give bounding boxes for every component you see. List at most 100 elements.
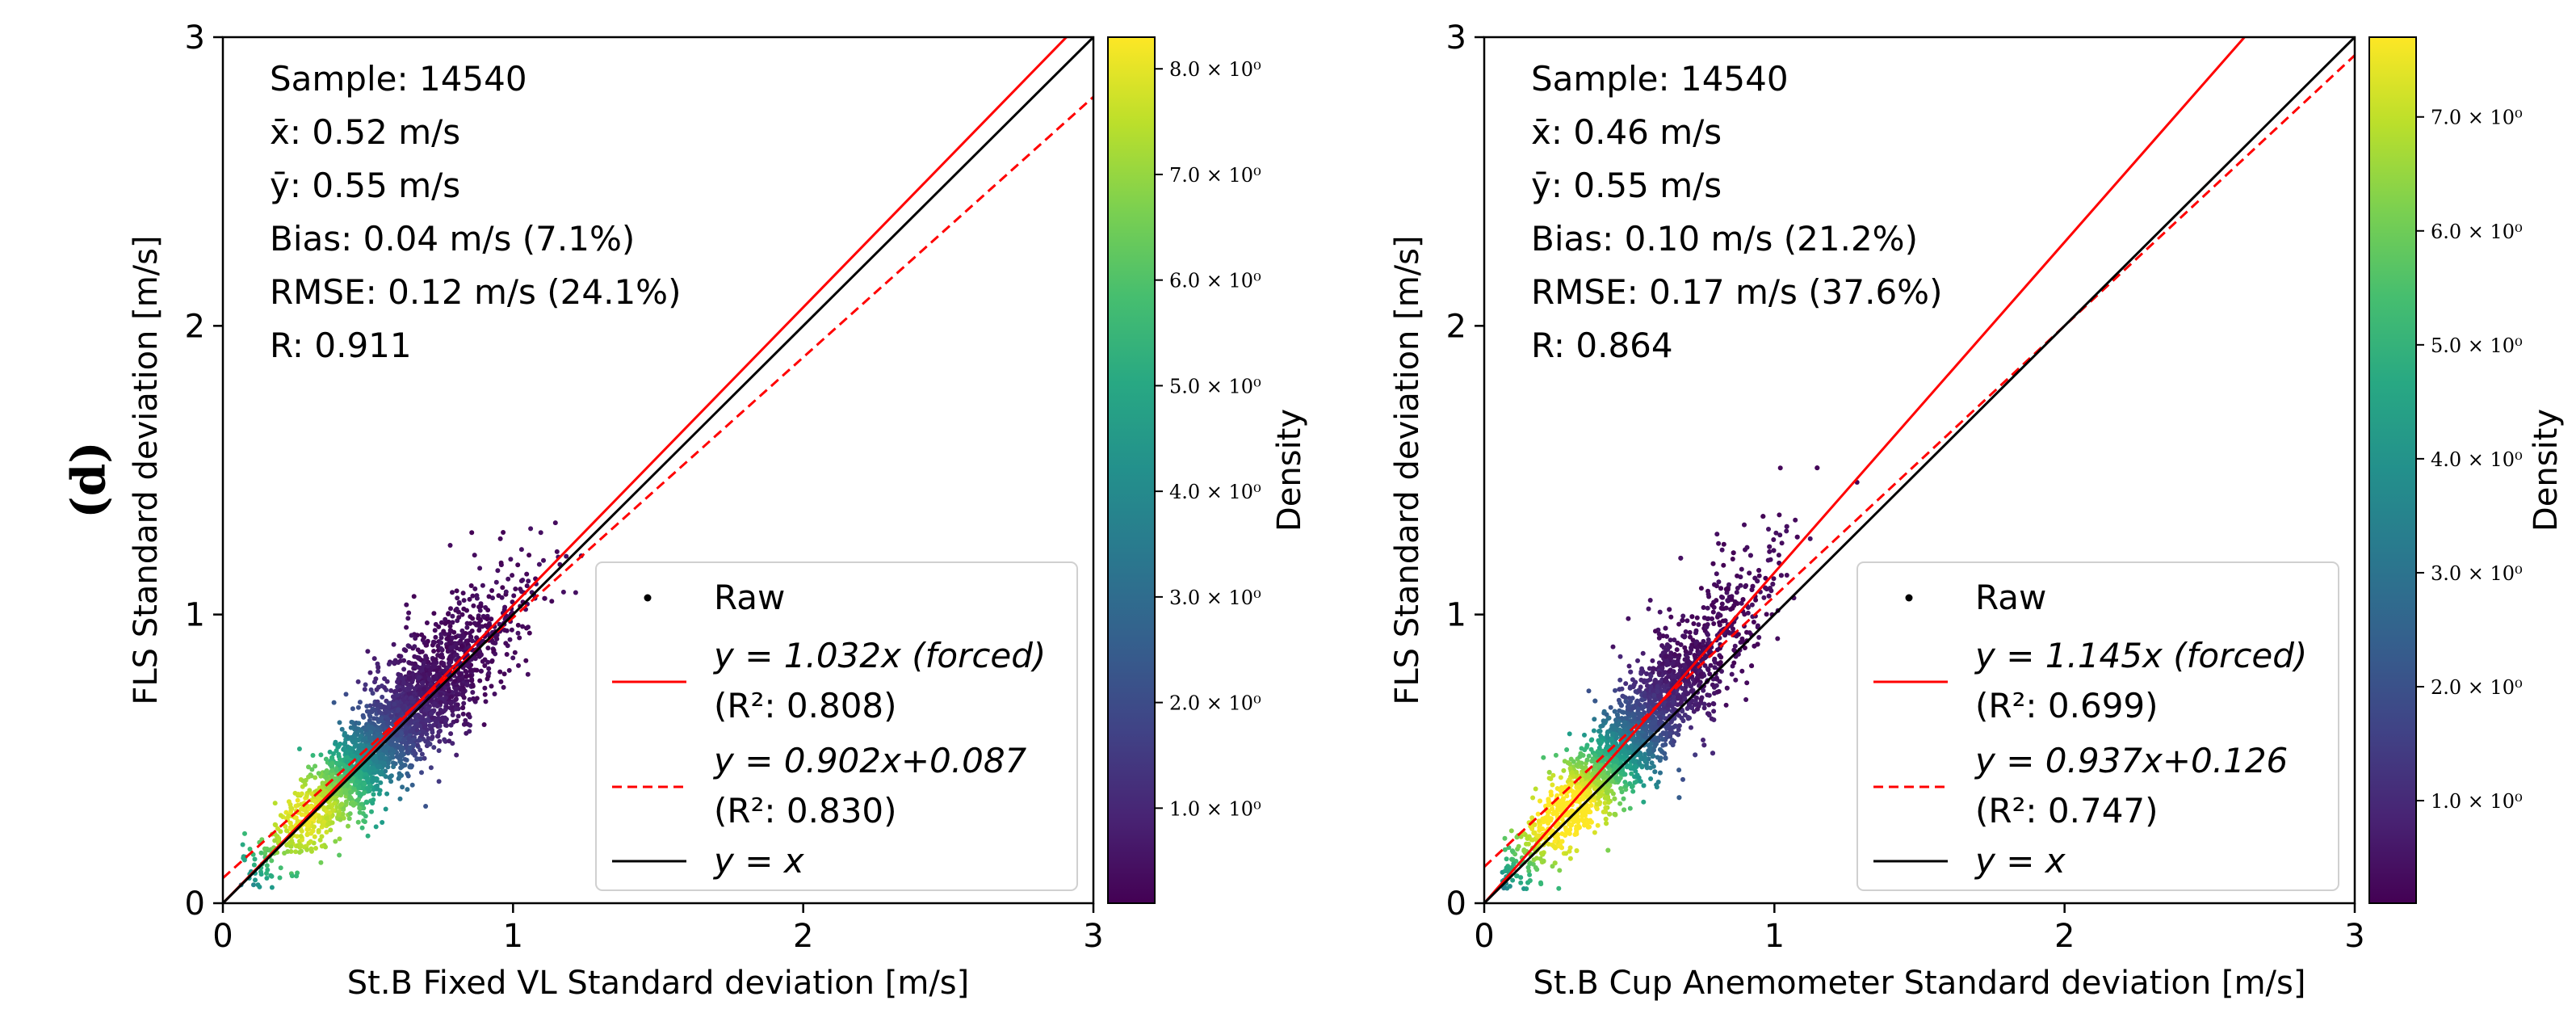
scatter-point [1734, 590, 1739, 595]
scatter-point [398, 731, 404, 736]
scatter-point [1623, 787, 1629, 793]
scatter-point [357, 809, 363, 815]
scatter-point [269, 858, 275, 864]
scatter-point [1764, 612, 1769, 617]
scatter-point [1701, 615, 1707, 620]
scatter-point [1676, 655, 1681, 661]
scatter-point [448, 700, 454, 706]
scatter-point [364, 800, 370, 805]
scatter-point [1698, 671, 1704, 677]
scatter-point [1670, 674, 1676, 679]
scatter-point [506, 576, 511, 582]
scatter-point [449, 694, 455, 700]
scatter-point [304, 809, 309, 815]
scatter-point [384, 721, 390, 726]
scatter-point [1557, 868, 1563, 873]
scatter-point [1676, 662, 1681, 667]
scatter-point [398, 765, 404, 771]
scatter-point [431, 663, 437, 669]
scatter-point [332, 801, 338, 806]
scatter-point [396, 654, 402, 658]
scatter-point [1509, 848, 1515, 854]
scatter-point [515, 630, 521, 636]
scatter-point [1623, 699, 1629, 704]
scatter-point [378, 755, 383, 761]
scatter-point [460, 711, 466, 717]
scatter-point [503, 641, 509, 646]
scatter-point [1680, 613, 1686, 619]
scatter-point [498, 679, 504, 684]
scatter-point [345, 782, 350, 788]
scatter-point [1560, 785, 1566, 791]
scatter-point [318, 752, 324, 758]
scatter-point [395, 692, 401, 698]
scatter-point [336, 751, 342, 757]
scatter-point [363, 776, 369, 781]
scatter-point [372, 754, 378, 759]
scatter-point [1668, 734, 1673, 739]
scatter-point [1721, 562, 1726, 568]
scatter-point [277, 875, 283, 881]
scatter-point [1601, 718, 1606, 724]
scatter-point [379, 769, 384, 775]
scatter-point [504, 652, 510, 657]
scatter-point [477, 678, 483, 683]
scatter-point [409, 679, 415, 685]
scatter-point [331, 751, 336, 756]
scatter-point [1627, 749, 1633, 755]
scatter-point [538, 530, 543, 536]
scatter-point [413, 661, 417, 666]
scatter-point [368, 735, 374, 741]
scatter-point [1650, 658, 1655, 663]
scatter-point [411, 742, 417, 747]
scatter-point [1676, 732, 1681, 738]
scatter-point [1705, 637, 1711, 642]
scatter-point [406, 735, 412, 741]
scatter-point [1694, 645, 1700, 650]
scatter-point [1745, 604, 1751, 610]
scatter-point [1634, 699, 1640, 704]
scatter-point [308, 830, 314, 836]
scatter-point [313, 763, 318, 769]
scatter-point [398, 751, 404, 757]
scatter-point [306, 774, 311, 780]
scatter-point [1784, 528, 1789, 534]
scatter-point [1672, 652, 1677, 658]
scatter-point [432, 628, 438, 633]
scatter-point [1630, 788, 1636, 794]
scatter-point [1676, 694, 1680, 700]
scatter-point [491, 647, 497, 653]
scatter-point [1701, 638, 1706, 644]
scatter-point [425, 717, 430, 723]
scatter-point [1768, 557, 1773, 562]
scatter-point [1680, 618, 1685, 624]
scatter-point [1659, 737, 1665, 742]
scatter-point [422, 755, 427, 761]
scatter-point [1761, 595, 1767, 600]
scatter-point [363, 682, 368, 688]
scatter-point [1686, 701, 1692, 707]
colorbar-tick-label: 6.0 × 10⁰ [1169, 270, 1261, 292]
scatter-point [1760, 514, 1766, 519]
scatter-point [247, 847, 253, 851]
scatter-point [364, 709, 370, 714]
scatter-point [316, 771, 321, 776]
scatter-point [1749, 663, 1755, 669]
scatter-point [323, 756, 329, 762]
scatter-point [334, 767, 339, 772]
scatter-point [1552, 839, 1558, 844]
colorbar-gradient [1107, 36, 1156, 904]
scatter-point [554, 549, 560, 554]
scatter-point [1527, 872, 1533, 877]
scatter-point [1657, 746, 1663, 752]
scatter-point [1705, 622, 1710, 627]
scatter-point [1670, 700, 1676, 704]
scatter-point [1633, 689, 1638, 694]
scatter-point [409, 782, 415, 788]
y-tick-label: 1 [185, 597, 205, 634]
scatter-point [363, 772, 368, 777]
scatter-point [454, 692, 459, 698]
scatter-point [359, 729, 364, 734]
scatter-point [1546, 802, 1551, 808]
scatter-point [287, 820, 293, 826]
